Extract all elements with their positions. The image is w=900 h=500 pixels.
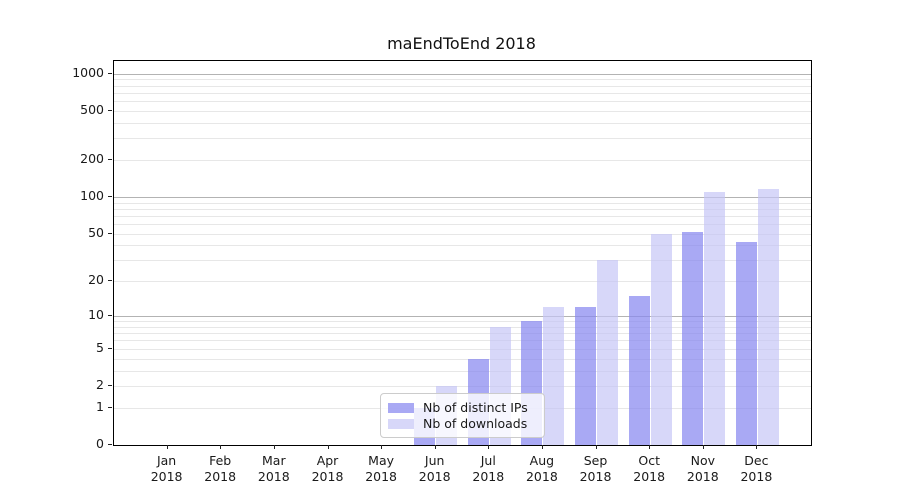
gridline-9 [114, 321, 811, 323]
y-tick-mark [108, 109, 112, 111]
x-tick-mark [649, 445, 651, 449]
gridline-90 [114, 202, 811, 204]
y-tick-mark [108, 195, 112, 197]
gridline-50 [114, 233, 811, 235]
gridline-10 [114, 316, 811, 318]
x-tick-mark [381, 445, 383, 449]
x-tick-label-may: May 2018 [365, 453, 397, 484]
legend-label-downloads: Nb of downloads [423, 416, 528, 431]
x-tick-label-feb: Feb 2018 [204, 453, 237, 484]
legend: Nb of distinct IPs Nb of downloads [380, 393, 545, 438]
x-tick-mark [327, 445, 329, 449]
x-tick-label-aug: Aug 2018 [525, 453, 558, 484]
x-tick-label-jan: Jan 2018 [150, 453, 183, 484]
gridline-900 [114, 79, 811, 81]
x-tick-mark [488, 445, 490, 449]
gridline-800 [114, 85, 811, 87]
gridline-40 [114, 245, 811, 247]
legend-swatch-downloads [388, 418, 414, 429]
y-tick-label-2: 2 [96, 376, 104, 392]
gridline-70 [114, 215, 811, 217]
x-tick-label-sep: Sep 2018 [579, 453, 612, 484]
bar-distinct-ips-dec [735, 241, 757, 445]
gridline-6 [114, 340, 811, 342]
chart-title: maEndToEnd 2018 [387, 34, 536, 53]
x-tick-label-jun: Jun 2018 [418, 453, 451, 484]
y-tick-label-20: 20 [88, 272, 104, 288]
x-tick-mark [541, 445, 543, 449]
gridline-4 [114, 358, 811, 360]
x-tick-mark [434, 445, 436, 449]
gridline-600 [114, 101, 811, 102]
x-tick-label-dec: Dec 2018 [740, 453, 773, 484]
gridline-7 [114, 333, 811, 335]
bar-downloads-dec [757, 189, 779, 445]
gridline-2 [114, 385, 811, 387]
legend-label-distinct-ips: Nb of distinct IPs [423, 400, 528, 415]
x-tick-label-oct: Oct 2018 [633, 453, 666, 484]
gridline-300 [114, 138, 811, 140]
gridline-30 [114, 260, 811, 262]
gridline-8 [114, 326, 811, 328]
x-tick-label-mar: Mar 2018 [257, 453, 290, 484]
y-tick-mark [108, 232, 112, 234]
bar-downloads-oct [650, 233, 672, 445]
x-tick-mark [166, 445, 168, 449]
y-tick-label-500: 500 [80, 101, 104, 117]
bar-downloads-sep [597, 260, 618, 445]
y-tick-mark [108, 406, 112, 408]
gridline-80 [114, 208, 811, 210]
y-tick-mark [108, 158, 112, 160]
bar-downloads-nov [704, 191, 726, 445]
x-tick-mark [220, 445, 222, 449]
gridline-700 [114, 92, 811, 94]
legend-item-downloads: Nb of downloads [388, 416, 534, 431]
y-tick-mark [108, 72, 112, 74]
bar-downloads-aug [543, 307, 565, 445]
gridline-200 [114, 159, 811, 161]
gridline-60 [114, 224, 811, 225]
y-tick-label-200: 200 [80, 150, 104, 166]
y-tick-mark [108, 315, 112, 317]
x-tick-mark [595, 445, 597, 449]
x-tick-label-apr: Apr 2018 [311, 453, 344, 484]
y-tick-label-0: 0 [96, 436, 104, 451]
bar-distinct-ips-nov [682, 231, 704, 445]
y-tick-mark [108, 384, 112, 386]
gridline-3 [114, 370, 811, 372]
gridline-5 [114, 348, 811, 350]
y-tick-mark [108, 280, 112, 282]
x-tick-mark [273, 445, 275, 449]
x-tick-mark [756, 445, 758, 449]
y-tick-label-1000: 1000 [72, 64, 104, 80]
x-tick-mark [702, 445, 704, 449]
plot-area: Nb of distinct IPs Nb of downloads [113, 60, 812, 446]
gridline-500 [114, 110, 811, 112]
y-tick-label-100: 100 [80, 187, 104, 203]
y-tick-mark [108, 444, 112, 445]
y-tick-label-5: 5 [96, 339, 104, 355]
y-tick-mark [108, 347, 112, 349]
legend-swatch-distinct-ips [388, 402, 414, 413]
y-tick-label-10: 10 [88, 307, 104, 323]
y-tick-label-50: 50 [88, 224, 104, 240]
bar-distinct-ips-oct [628, 295, 650, 445]
legend-item-distinct-ips: Nb of distinct IPs [388, 400, 534, 415]
y-tick-label-1: 1 [96, 398, 104, 414]
x-tick-label-nov: Nov 2018 [686, 453, 719, 484]
gridline-400 [114, 122, 811, 124]
gridline-100 [114, 196, 811, 198]
gridline-20 [114, 281, 811, 283]
x-tick-label-jul: Jul 2018 [472, 453, 505, 484]
bar-distinct-ips-sep [575, 307, 596, 445]
gridline-1000 [114, 73, 811, 75]
